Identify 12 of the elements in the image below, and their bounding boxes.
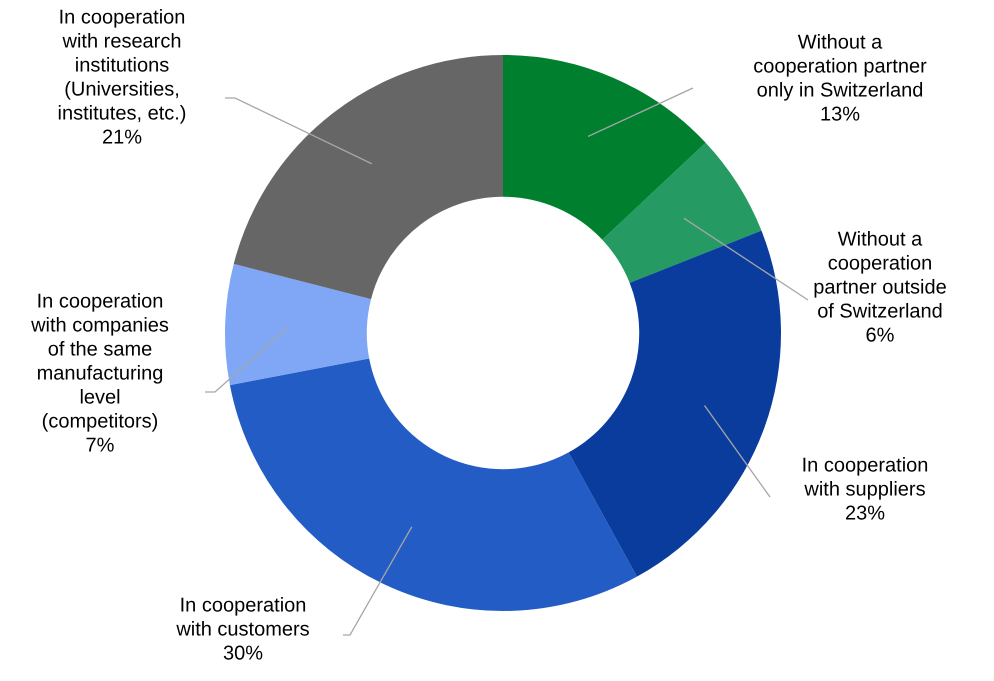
slice-label: Without a cooperation partner outside of Switzerland: [813, 228, 947, 323]
slice-label: In cooperation with research institutions (Universities, institutes, etc.): [58, 6, 186, 125]
data-label: 23%: [844, 502, 886, 525]
slice-label: In cooperation with companies of the same manufacturing level (competitors): [30, 290, 169, 433]
slice-label: In cooperation with suppliers: [802, 454, 928, 501]
data-label: 13%: [820, 104, 860, 126]
data-label: 6%: [866, 324, 895, 347]
slice-label: In cooperation with customers: [175, 594, 310, 641]
data-label: 30%: [222, 642, 264, 665]
data-label: 21%: [102, 126, 142, 149]
slice-label: Without a cooperation partner only in Switzerland: [753, 32, 928, 102]
data-label: 7%: [86, 434, 115, 457]
